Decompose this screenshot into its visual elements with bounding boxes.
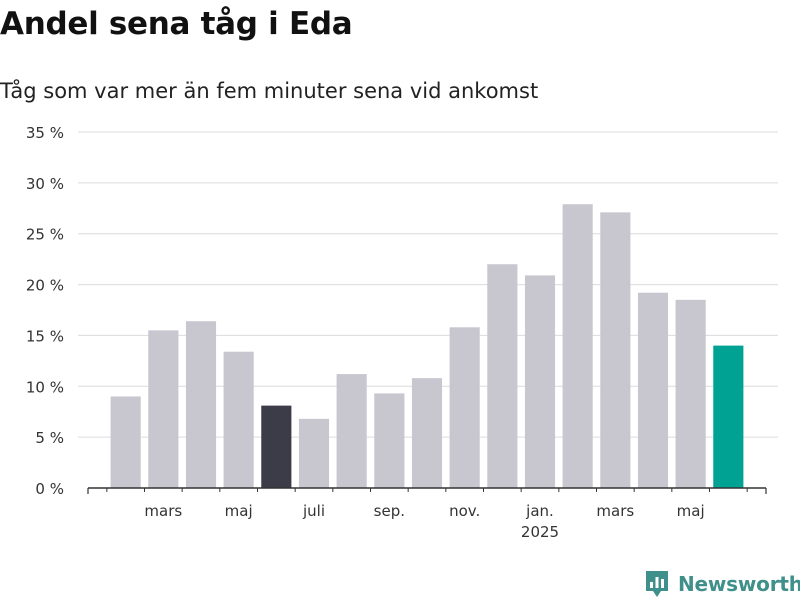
bar-2024-10 — [411, 378, 443, 488]
y-tick-label: 5 % — [35, 429, 64, 447]
x-tick-label: maj — [225, 502, 253, 520]
bar-2024-09 — [374, 393, 405, 488]
y-tick-label: 35 % — [26, 124, 64, 142]
newsworthy-logo-icon — [646, 571, 668, 597]
y-tick-label: 0 % — [35, 480, 64, 498]
bar-2024-06 — [261, 405, 292, 488]
bar-2024-05 — [223, 351, 254, 488]
y-tick-label: 30 % — [26, 175, 64, 193]
bar-2024-11 — [449, 327, 480, 488]
chart-subtitle: Tåg som var mer än fem minuter sena vid … — [0, 79, 539, 103]
x-tick-sublabel: 2025 — [521, 523, 559, 541]
bar-2024-04 — [185, 321, 217, 488]
x-tick-label: sep. — [374, 502, 405, 520]
bar-2025-04 — [637, 292, 669, 488]
y-tick-label: 20 % — [26, 277, 64, 295]
bar-2024-12 — [487, 264, 518, 488]
y-tick-label: 10 % — [26, 378, 64, 396]
chart-title: Andel sena tåg i Eda — [0, 6, 353, 42]
bar-2024-07 — [298, 418, 330, 488]
bar-2024-03 — [148, 330, 179, 488]
x-tick-label: maj — [677, 502, 705, 520]
bar-2025-03 — [600, 212, 631, 488]
y-tick-label: 15 % — [26, 327, 64, 345]
x-tick-label: nov. — [449, 502, 480, 520]
bar-chart: 0 % 5 % 10 % 15 % 20 % 25 % 30 % 35 % mars maj jul… — [26, 124, 778, 541]
brand-name: Newsworthy — [678, 572, 800, 596]
x-tick-label: mars — [144, 502, 182, 520]
bar-2025-05 — [675, 299, 706, 488]
x-tick-label: mars — [596, 502, 634, 520]
x-tick-label: juli — [302, 502, 325, 520]
bar-2024-08 — [336, 374, 367, 488]
bar-2025-06 — [713, 345, 744, 488]
bar-2024-02 — [110, 396, 141, 488]
bar-2025-01 — [524, 275, 556, 488]
brand-logo: Newsworthy — [644, 568, 800, 600]
bar-2025-02 — [562, 204, 593, 488]
x-tick-label: jan. — [525, 502, 554, 520]
y-tick-label: 25 % — [26, 226, 64, 244]
